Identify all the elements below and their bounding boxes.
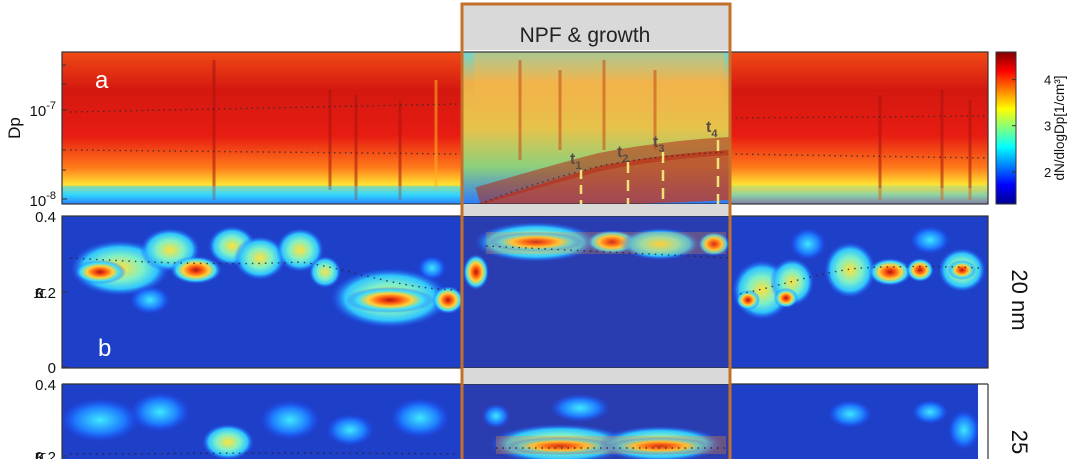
marker-t1: t1 (570, 151, 581, 172)
panel-a-ylabel: Dp (5, 117, 24, 139)
panel-a-letter: a (95, 67, 109, 94)
npf-event-box: NPF & growth (460, 2, 732, 459)
panel-c-heatmap (61, 383, 989, 459)
panel-b-ylabel: κ (33, 282, 46, 303)
panel-b-side-label: 20 nm (1007, 269, 1032, 330)
panel-b-ytick-0.2: 0.2 (35, 285, 56, 302)
panel-a-heatmap (61, 51, 989, 205)
marker-t2: t2 (617, 144, 628, 165)
panel-c-ytick-0.2: 0.2 (35, 449, 56, 459)
y-tick-label-1e-7: 10-7 (30, 100, 56, 120)
marker-t3: t3 (653, 134, 664, 155)
colorbar-tick-label: 3 (1044, 119, 1051, 134)
panel-c-side-label: 25 (1007, 430, 1032, 454)
colorbar-label: dN/dlogDp[1/cm³] (1052, 75, 1067, 180)
panel-b-letter: b (98, 335, 111, 362)
colorbar-tick-label: 2 (1044, 165, 1051, 180)
npf-event-label: NPF & growth (520, 24, 651, 47)
panel-b-heatmap (61, 215, 989, 369)
panel-c-ylabel: κ (33, 446, 46, 459)
colorbar-tick-label: 4 (1044, 73, 1051, 88)
panel-b-ytick-0.4: 0.4 (35, 209, 56, 226)
marker-t4: t4 (706, 119, 718, 140)
colorbar-ticks: 2 3 4 (1012, 73, 1051, 180)
panel-b-ytick-0: 0 (48, 360, 56, 377)
y-tick-label-1e-8: 10-8 (30, 190, 56, 210)
colorbar: 2 3 4 dN/dlogDp[1/cm³] (995, 51, 1067, 205)
panel-c-ytick-0.4: 0.4 (35, 377, 56, 394)
